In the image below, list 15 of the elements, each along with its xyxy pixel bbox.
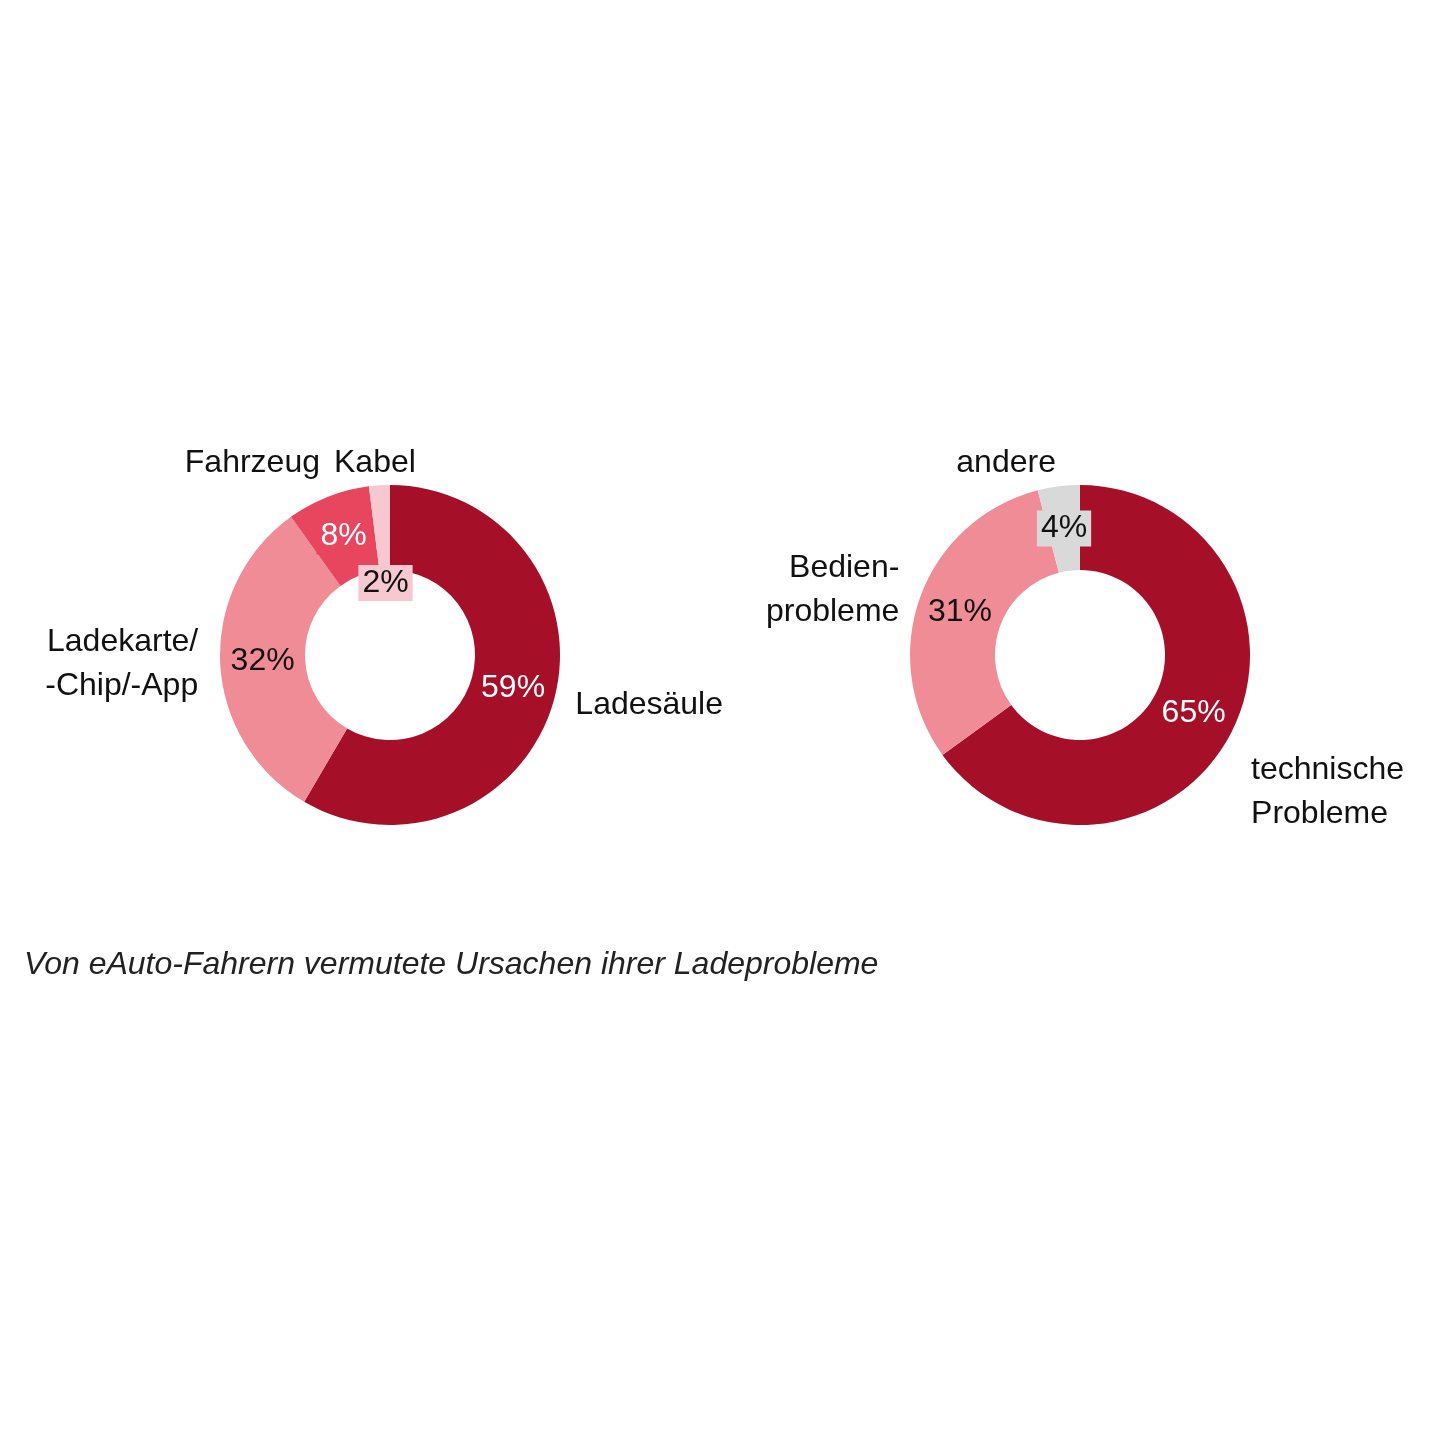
slice-label: Kabel (333, 442, 416, 479)
slice-label: Fahrzeug (184, 442, 320, 479)
slice-label: technische Probleme (1251, 749, 1405, 830)
data-label: 65% (1161, 692, 1226, 729)
data-label: 4% (1040, 508, 1088, 545)
data-label: 8% (320, 516, 367, 553)
data-label: 31% (928, 591, 993, 628)
data-label: 32% (230, 640, 295, 677)
text: Von eAuto-Fahrern vermutete Ursachen ihrer Ladeprobleme (24, 945, 879, 982)
slice-label: Ladesäule (575, 685, 724, 721)
data-label: 2% (362, 562, 409, 599)
data-label: 59% (481, 668, 546, 705)
slice-label: Bedien- probleme (765, 547, 900, 628)
slice-label: andere (956, 442, 1056, 479)
slice-label: Ladekarte/ -Chip/-App (45, 621, 199, 702)
